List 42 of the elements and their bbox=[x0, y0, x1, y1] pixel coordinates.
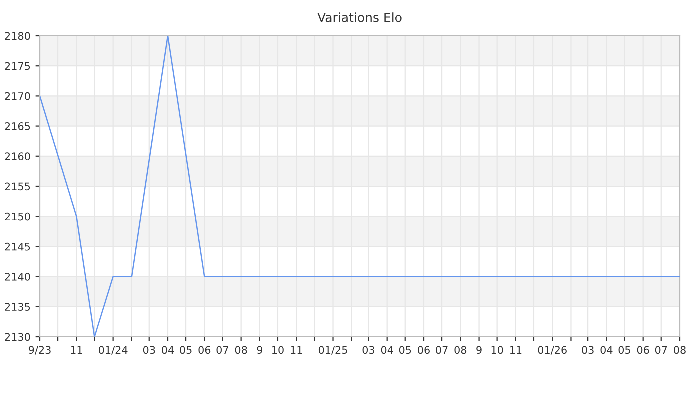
y-tick-label: 2155 bbox=[5, 182, 30, 191]
x-tick-label: 9/23 bbox=[28, 346, 51, 355]
x-tick-label: 07 bbox=[655, 346, 668, 354]
x-tick-label: 9 bbox=[476, 346, 482, 354]
y-tick-label: 2180 bbox=[5, 32, 30, 40]
x-tick-label: 03 bbox=[582, 346, 594, 354]
y-tick-label: 2165 bbox=[5, 122, 30, 130]
x-tick-label: 11 bbox=[71, 346, 82, 354]
x-tick-label: 07 bbox=[216, 346, 228, 354]
y-tick-label: 2135 bbox=[5, 303, 30, 312]
x-tick-label: 03 bbox=[362, 346, 375, 354]
x-tick-label: 04 bbox=[381, 346, 394, 354]
x-tick-label: 05 bbox=[399, 346, 412, 354]
x-tick-label: 10 bbox=[492, 346, 504, 354]
x-tick-label: 11 bbox=[291, 346, 302, 354]
x-tick-label: 04 bbox=[162, 346, 174, 354]
line-series bbox=[40, 36, 680, 337]
x-tick-label: 08 bbox=[235, 346, 248, 354]
x-tick-label: 05 bbox=[180, 346, 192, 354]
x-tick-label: 9 bbox=[257, 346, 263, 354]
x-tick-label: 04 bbox=[600, 346, 613, 354]
x-tick-label: 06 bbox=[198, 346, 211, 354]
x-tick-label: 08 bbox=[674, 346, 686, 354]
y-tick-label: 2140 bbox=[5, 273, 30, 281]
x-tick-label: 05 bbox=[618, 346, 630, 354]
x-tick-label: 10 bbox=[272, 346, 284, 354]
x-tick-label: 06 bbox=[637, 346, 650, 354]
x-tick-label: 06 bbox=[418, 346, 430, 354]
x-tick-label: 01/25 bbox=[318, 346, 348, 355]
y-tick-label: 2160 bbox=[5, 152, 30, 161]
x-tick-label: 03 bbox=[143, 346, 156, 354]
x-tick-label: 08 bbox=[454, 346, 467, 354]
y-tick-label: 2175 bbox=[5, 62, 30, 70]
x-tick-label: 07 bbox=[436, 346, 448, 354]
y-tick-label: 2170 bbox=[5, 92, 30, 100]
y-tick-label: 2150 bbox=[5, 212, 30, 221]
chart-title: Variations Elo bbox=[318, 12, 402, 22]
x-tick-label: 11 bbox=[510, 346, 522, 354]
x-tick-label: 01/24 bbox=[98, 346, 128, 355]
x-tick-label: 01/26 bbox=[538, 346, 567, 355]
y-tick-label: 2130 bbox=[5, 333, 30, 342]
y-tick-label: 2145 bbox=[5, 242, 30, 251]
